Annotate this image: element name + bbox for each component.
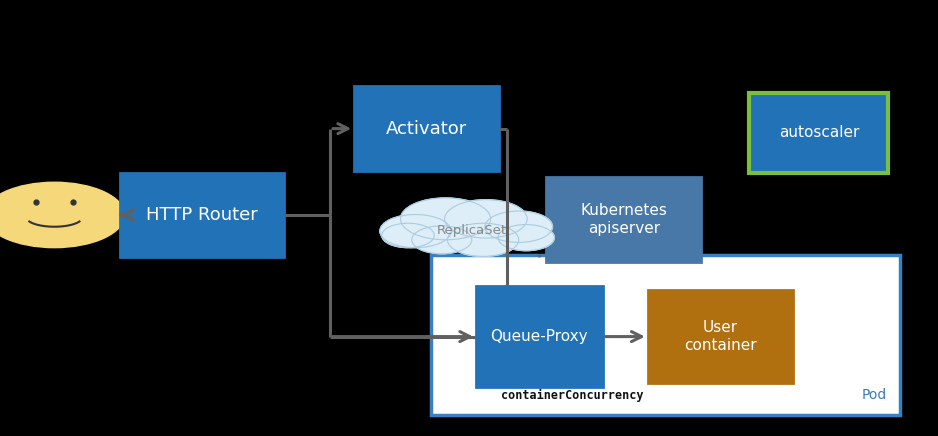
Circle shape <box>401 198 491 240</box>
Circle shape <box>447 223 519 256</box>
Circle shape <box>485 211 552 242</box>
Text: Activator: Activator <box>386 119 467 138</box>
Text: containerConcurrency: containerConcurrency <box>501 389 643 402</box>
Text: autoscaler: autoscaler <box>779 126 859 140</box>
Ellipse shape <box>0 182 125 248</box>
Text: Pod: Pod <box>861 388 886 402</box>
Circle shape <box>445 200 527 238</box>
Text: ReplicaSet: ReplicaSet <box>437 224 507 237</box>
Circle shape <box>380 215 451 248</box>
FancyBboxPatch shape <box>647 290 794 384</box>
FancyBboxPatch shape <box>749 93 888 174</box>
Circle shape <box>412 226 472 254</box>
Text: User
container: User container <box>684 320 757 353</box>
Text: Kubernetes
apiserver: Kubernetes apiserver <box>581 203 667 235</box>
FancyBboxPatch shape <box>354 86 499 171</box>
FancyBboxPatch shape <box>476 286 602 387</box>
Text: HTTP Router: HTTP Router <box>145 206 258 224</box>
Circle shape <box>382 223 434 248</box>
Text: Queue-Proxy: Queue-Proxy <box>491 329 588 344</box>
FancyBboxPatch shape <box>431 255 900 415</box>
FancyBboxPatch shape <box>546 177 701 262</box>
Circle shape <box>498 225 554 251</box>
FancyBboxPatch shape <box>120 173 283 257</box>
